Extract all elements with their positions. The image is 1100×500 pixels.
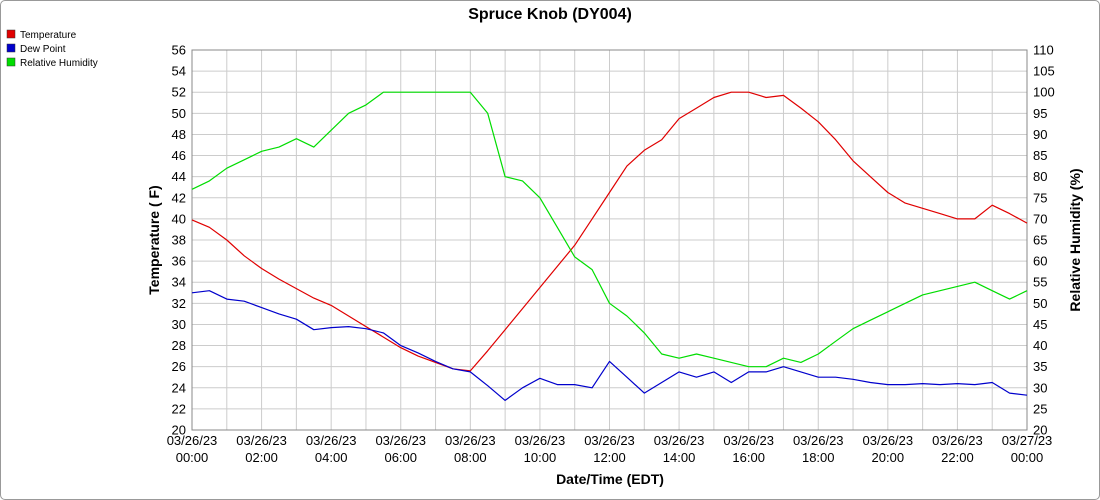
x-axis-label: Date/Time (EDT) (556, 471, 664, 487)
x-tick-date: 03/26/23 (306, 433, 357, 448)
x-tick-time: 02:00 (245, 450, 278, 465)
legend-swatch (6, 29, 16, 39)
x-tick-time: 04:00 (315, 450, 348, 465)
grid (191, 49, 1028, 431)
y-tick-label: 38 (172, 233, 186, 248)
x-axis-ticks: 03/26/23 00:00 03/26/23 02:00 03/26/23 04:00 0… (167, 433, 1053, 465)
y-tick-label: 46 (172, 148, 186, 163)
y-tick-label: 52 (172, 85, 186, 100)
series-relative-humidity-line (191, 91, 1028, 368)
x-tick-time: 10:00 (524, 450, 557, 465)
y-tick-label: 50 (172, 106, 186, 121)
y-tick-label: 24 (172, 380, 186, 395)
x-tick-date: 03/26/23 (654, 433, 705, 448)
y2-tick-label: 100 (1033, 85, 1055, 100)
y-axis-label: Temperature ( F) (146, 185, 162, 294)
y-tick-label: 48 (172, 127, 186, 142)
x-tick-time: 22:00 (941, 450, 974, 465)
y2-tick-label: 95 (1033, 106, 1047, 121)
y-tick-label: 40 (172, 211, 186, 226)
y2-tick-label: 40 (1033, 338, 1047, 353)
y2-tick-label: 105 (1033, 64, 1055, 79)
x-tick-date: 03/26/23 (375, 433, 426, 448)
y-tick-label: 28 (172, 338, 186, 353)
series-dew-point-line (191, 290, 1028, 401)
x-tick-date: 03/26/23 (863, 433, 914, 448)
y-tick-label: 26 (172, 359, 186, 374)
chart-title: Spruce Knob (DY004) (468, 6, 632, 23)
x-tick-time: 00:00 (176, 450, 209, 465)
y2-tick-label: 30 (1033, 380, 1047, 395)
series-lines (191, 91, 1028, 401)
y2-tick-label: 80 (1033, 169, 1047, 184)
x-tick-date: 03/26/23 (723, 433, 774, 448)
y-tick-label: 56 (172, 43, 186, 58)
y2-axis-label: Relative Humidity (%) (1067, 168, 1083, 311)
y-tick-label: 36 (172, 254, 186, 269)
legend-label: Dew Point (20, 44, 66, 55)
x-tick-time: 08:00 (454, 450, 487, 465)
y-tick-label: 34 (172, 275, 186, 290)
x-tick-time: 16:00 (732, 450, 765, 465)
x-tick-date: 03/26/23 (515, 433, 566, 448)
legend-label: Temperature (20, 30, 77, 41)
x-tick-time: 00:00 (1011, 450, 1044, 465)
x-tick-time: 12:00 (593, 450, 626, 465)
y2-tick-label: 60 (1033, 254, 1047, 269)
y2-tick-label: 45 (1033, 317, 1047, 332)
y-axis-ticks: 20 22 24 26 28 30 32 34 36 38 40 42 44 46 48 50 52 54 56 (172, 43, 186, 438)
y-tick-label: 32 (172, 296, 186, 311)
series-temperature-line (191, 91, 1028, 372)
x-tick-time: 14:00 (663, 450, 696, 465)
y2-tick-label: 75 (1033, 190, 1047, 205)
x-tick-date: 03/26/23 (793, 433, 844, 448)
y2-tick-label: 110 (1033, 43, 1054, 58)
y2-tick-label: 90 (1033, 127, 1047, 142)
x-tick-time: 18:00 (802, 450, 835, 465)
x-tick-time: 20:00 (872, 450, 905, 465)
legend-label: Relative Humidity (20, 58, 98, 69)
y2-tick-label: 35 (1033, 359, 1047, 374)
x-tick-date: 03/26/23 (932, 433, 983, 448)
x-tick-date: 03/26/23 (445, 433, 496, 448)
plot-border (191, 49, 1028, 431)
y-tick-label: 42 (172, 190, 186, 205)
x-tick-date: 03/26/23 (584, 433, 635, 448)
legend-swatch (6, 57, 16, 67)
x-tick-date: 03/26/23 (236, 433, 287, 448)
x-tick-time: 06:00 (384, 450, 417, 465)
legend: Temperature Dew Point Relative Humidity (6, 29, 98, 69)
y2-tick-label: 70 (1033, 211, 1047, 226)
y2-axis-ticks: 20 25 30 35 40 45 50 55 60 65 70 75 80 85 90 95 100 105 11… (1033, 43, 1055, 438)
y2-tick-label: 20 (1033, 423, 1047, 438)
y2-tick-label: 65 (1033, 233, 1047, 248)
axes (191, 49, 1028, 431)
x-tick-date: 03/27/23 (1002, 433, 1053, 448)
legend-swatch (6, 43, 16, 53)
y-tick-label: 54 (172, 64, 186, 79)
y-tick-label: 30 (172, 317, 186, 332)
y-tick-label: 44 (172, 169, 186, 184)
y2-tick-label: 25 (1033, 401, 1047, 416)
y-tick-label: 20 (172, 423, 186, 438)
y2-tick-label: 50 (1033, 296, 1047, 311)
x-tick-date: 03/26/23 (167, 433, 218, 448)
y-tick-label: 22 (172, 401, 186, 416)
y2-tick-label: 85 (1033, 148, 1047, 163)
y2-tick-label: 55 (1033, 275, 1047, 290)
